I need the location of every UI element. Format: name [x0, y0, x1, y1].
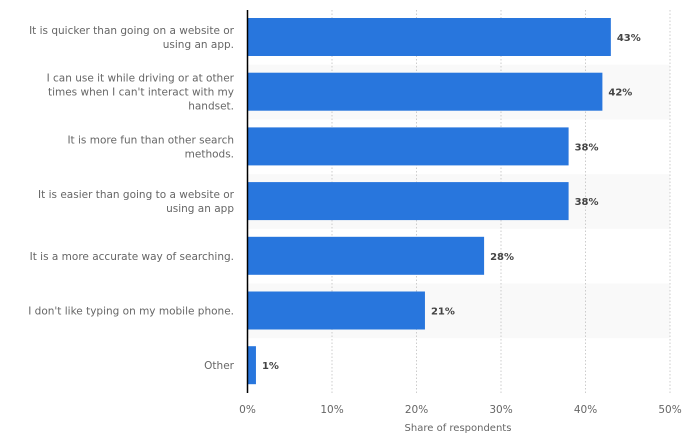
x-tick-label: 50%: [658, 404, 681, 416]
x-tick-label: 20%: [405, 404, 428, 416]
category-label: It is quicker than going on a website or…: [29, 25, 235, 51]
value-label: 43%: [617, 33, 641, 44]
category-label-line: It is more fun than other search: [67, 134, 234, 146]
category-label-line: handset.: [188, 101, 234, 113]
bar: [247, 346, 256, 385]
bar: [247, 72, 603, 111]
category-label-line: It is a more accurate way of searching.: [30, 251, 234, 263]
category-label-line: It is quicker than going on a website or: [29, 25, 235, 37]
category-label: I don't like typing on my mobile phone.: [28, 306, 234, 318]
category-label-line: I can use it while driving or at other: [47, 73, 235, 85]
value-label: 28%: [490, 252, 514, 263]
bar: [247, 182, 569, 221]
bar: [247, 236, 485, 275]
value-label: 42%: [608, 88, 632, 99]
category-label: I can use it while driving or at other ti…: [47, 73, 235, 113]
category-label-line: Other: [204, 360, 234, 372]
bar: [247, 291, 425, 330]
category-label: It is easier than going to a website or u…: [38, 189, 235, 215]
value-label: 38%: [575, 142, 599, 153]
category-label-line: using an app.: [163, 39, 234, 51]
category-label-line: using an app: [166, 203, 234, 215]
value-label: 21%: [431, 307, 455, 318]
category-label-line: I don't like typing on my mobile phone.: [28, 306, 234, 318]
x-axis-title: Share of respondents: [405, 423, 512, 434]
category-label-line: times when I can't interact with my: [48, 87, 234, 99]
category-label: It is a more accurate way of searching.: [30, 251, 234, 263]
x-tick-label: 10%: [320, 404, 343, 416]
category-label: It is more fun than other search methods.: [67, 134, 234, 160]
value-label: 38%: [575, 197, 599, 208]
value-label: 1%: [262, 361, 279, 372]
x-tick-label: 40%: [574, 404, 597, 416]
x-tick-label: 0%: [239, 404, 256, 416]
x-tick-label: 30%: [489, 404, 512, 416]
category-label: Other: [204, 360, 234, 372]
category-label-line: It is easier than going to a website or: [38, 189, 235, 201]
category-label-line: methods.: [185, 148, 234, 160]
bar: [247, 127, 569, 166]
bar: [247, 18, 611, 56]
